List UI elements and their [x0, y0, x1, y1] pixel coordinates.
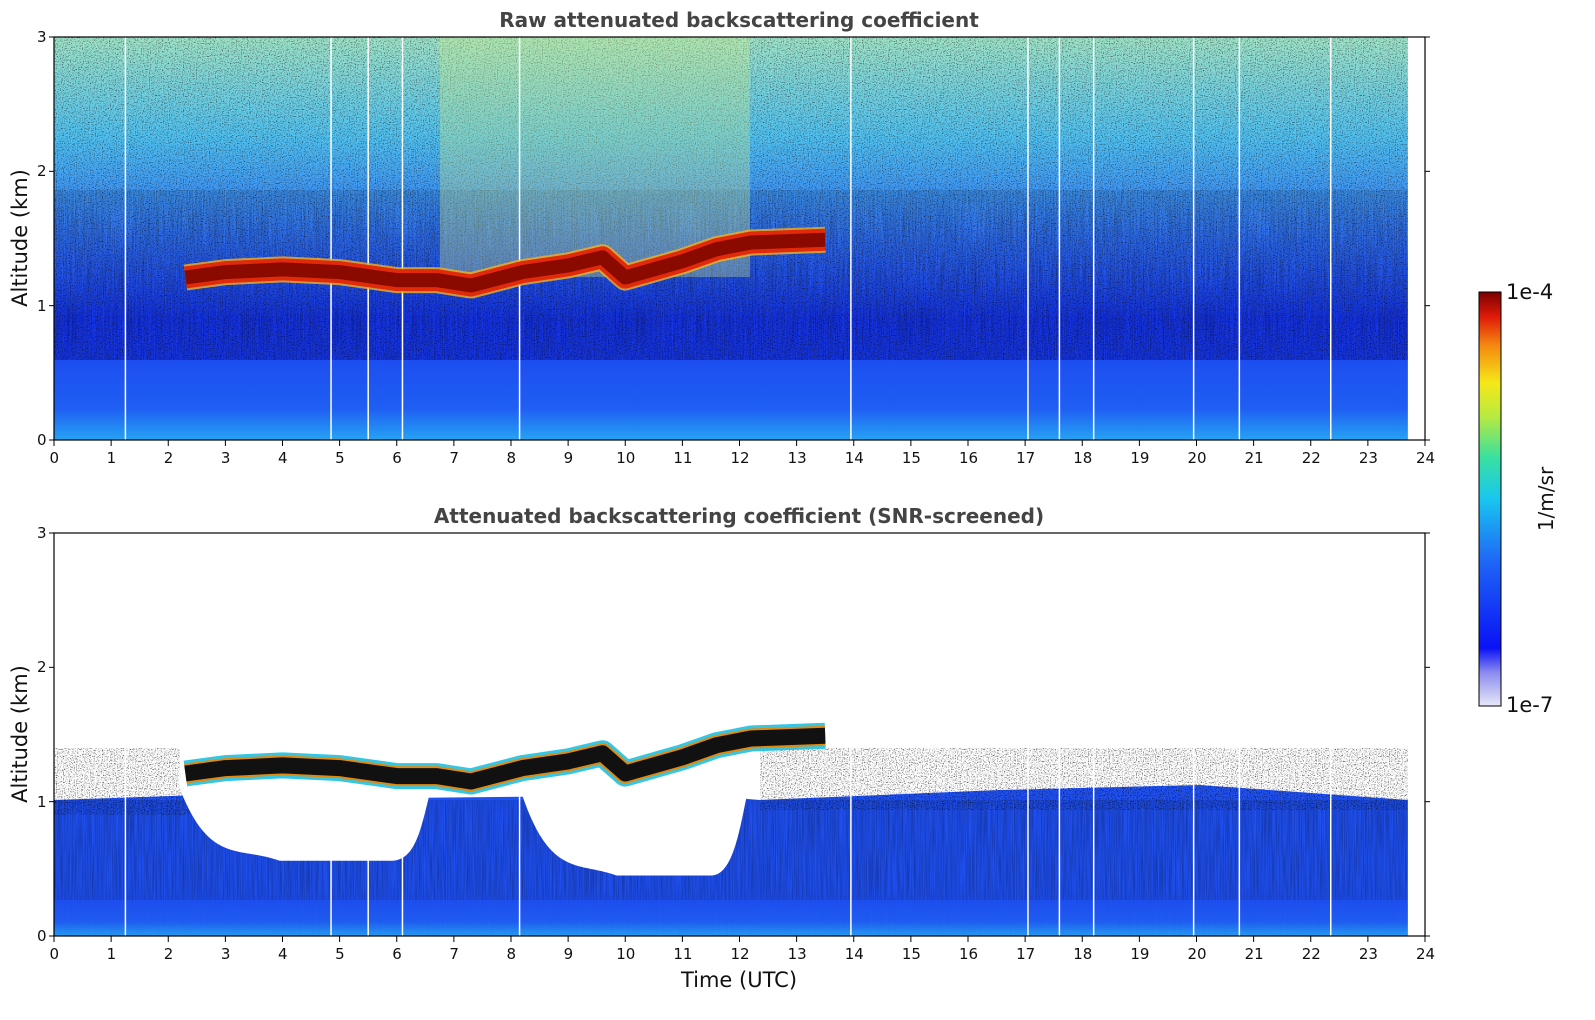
x-tick-label: 22 [1301, 449, 1321, 467]
x-tick-label: 11 [673, 945, 693, 963]
x-tick-label: 12 [730, 449, 750, 467]
snr-screened-image [54, 533, 1425, 936]
x-tick-label: 23 [1358, 945, 1378, 963]
x-tick-label: 23 [1358, 449, 1378, 467]
x-tick-label: 7 [449, 449, 459, 467]
colorbar-max-label: 1e-4 [1506, 280, 1554, 304]
x-tick-label: 7 [449, 945, 459, 963]
missing-profiles [124, 37, 1425, 440]
x-tick-label: 17 [1016, 449, 1036, 467]
y-tick-label: 2 [37, 658, 47, 677]
no-data-region [1407, 37, 1425, 440]
y-tick-label: 1 [37, 792, 47, 811]
x-tick-label: 15 [901, 945, 921, 963]
x-tick-label: 4 [278, 449, 288, 467]
x-tick-label: 17 [1016, 945, 1036, 963]
y-tick-label: 3 [37, 28, 47, 46]
cloud-layer-core [184, 727, 826, 790]
x-tick-label: 10 [616, 945, 636, 963]
colorbar-min-label: 1e-7 [1506, 693, 1554, 717]
x-tick-label: 9 [563, 945, 574, 963]
x-tick-label: 3 [220, 945, 231, 963]
colorbar-frame [1478, 291, 1502, 707]
x-tick-label: 11 [673, 449, 693, 467]
x-tick-label: 19 [1130, 945, 1150, 963]
y-tick-label: 2 [37, 162, 47, 181]
x-tick-label: 12 [730, 945, 750, 963]
y-tick-label: 0 [37, 431, 47, 449]
x-tick-label: 20 [1187, 449, 1207, 467]
x-tick-label: 14 [844, 449, 864, 467]
y-axis-label: Altitude (km) [8, 169, 32, 307]
x-tick-label: 8 [506, 449, 517, 467]
axes [49, 36, 1430, 446]
x-tick-label: 16 [959, 945, 979, 963]
x-tick-label: 6 [392, 945, 402, 963]
colorbar [1478, 291, 1502, 707]
x-tick-label: 8 [506, 945, 517, 963]
x-tick-label: 24 [1416, 945, 1436, 963]
x-tick-label: 13 [787, 449, 807, 467]
x-tick-label: 9 [563, 449, 574, 467]
x-tick-label: 4 [278, 945, 288, 963]
screened-gap [516, 777, 751, 876]
x-tick-label: 20 [1187, 945, 1207, 963]
x-tick-label: 0 [49, 945, 60, 963]
x-tick-label: 21 [1244, 945, 1264, 963]
raw-backscatter-panel [49, 36, 1430, 446]
cloud-layer [183, 722, 826, 795]
x-tick-label: 21 [1244, 449, 1264, 467]
x-tick-label: 6 [392, 449, 402, 467]
x-tick-label: 18 [1073, 945, 1093, 963]
x-tick-label: 15 [901, 449, 921, 467]
x-tick-label: 14 [844, 945, 864, 963]
x-tick-label: 1 [106, 945, 117, 963]
x-tick-label: 18 [1073, 449, 1093, 467]
x-tick-label: 2 [163, 945, 174, 963]
x-tick-label: 5 [335, 945, 345, 963]
y-tick-label: 3 [37, 524, 47, 542]
y-tick-label: 1 [37, 296, 47, 315]
x-tick-label: 2 [163, 449, 174, 467]
colorbar-gradient [1479, 292, 1501, 706]
colorbar-units-label: 1/m/sr [1534, 466, 1558, 532]
x-axis-label: Time (UTC) [680, 968, 798, 992]
raw-backscatter-image [54, 37, 1425, 440]
screened-free-troposphere [54, 533, 1408, 748]
x-tick-label: 0 [49, 449, 60, 467]
x-tick-label: 10 [616, 449, 636, 467]
y-axis-label: Altitude (km) [8, 665, 32, 803]
y-tick-label: 0 [37, 927, 47, 945]
x-tick-label: 19 [1130, 449, 1150, 467]
cloud-layer-core [184, 232, 826, 293]
no-data-region [1407, 533, 1425, 936]
x-tick-label: 1 [106, 449, 117, 467]
x-tick-label: 22 [1301, 945, 1321, 963]
x-tick-label: 24 [1416, 449, 1436, 467]
cloud-layer [183, 226, 826, 299]
axes [49, 532, 1430, 942]
x-tick-label: 3 [220, 449, 231, 467]
chart-title: Attenuated backscattering coefficient (S… [433, 504, 1045, 528]
missing-profiles [124, 533, 1425, 936]
x-tick-label: 16 [959, 449, 979, 467]
snr-screened-panel [49, 532, 1430, 942]
chart-title: Raw attenuated backscattering coefficien… [499, 8, 979, 32]
x-tick-label: 13 [787, 945, 807, 963]
x-tick-label: 5 [335, 449, 345, 467]
